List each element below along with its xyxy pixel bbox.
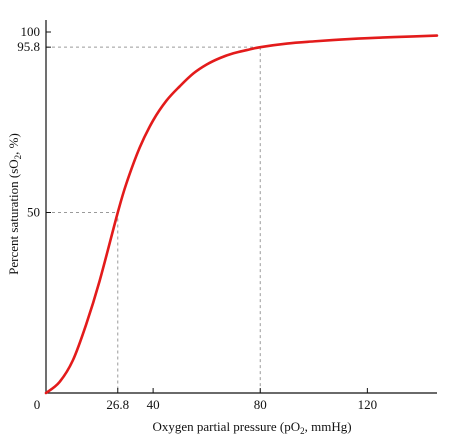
series-line-0 (44, 34, 439, 395)
reference-lines (46, 46, 261, 393)
x-axis-title: Oxygen partial pressure (pO2, mmHg) (152, 419, 351, 436)
x-tick-label-0: 0 (34, 397, 41, 412)
x-tick-label-4: 120 (358, 397, 378, 412)
x-tick-label-1: 26.8 (106, 397, 129, 412)
x-axis-title-rest: , mmHg) (305, 419, 352, 434)
y-axis-title-rest: , %) (6, 133, 21, 155)
axes (45, 20, 437, 394)
y-tick-label-0: 50 (27, 205, 40, 220)
x-axis-title-main: Oxygen partial pressure (pO (152, 419, 300, 434)
y-axis-title: Percent saturation (sO2, %) (6, 133, 23, 275)
x-tick-label-3: 80 (254, 397, 267, 412)
series-group (44, 34, 439, 395)
y-tick-label-1: 95.8 (17, 39, 40, 54)
x-axis-title-sub: 2 (300, 426, 305, 436)
y-axis-title-main: Percent saturation (sO (6, 159, 21, 275)
tick-marks (46, 31, 368, 393)
x-tick-label-2: 40 (147, 397, 160, 412)
y-tick-label-2: 100 (21, 24, 41, 39)
y-axis-title-sub: 2 (13, 155, 23, 160)
